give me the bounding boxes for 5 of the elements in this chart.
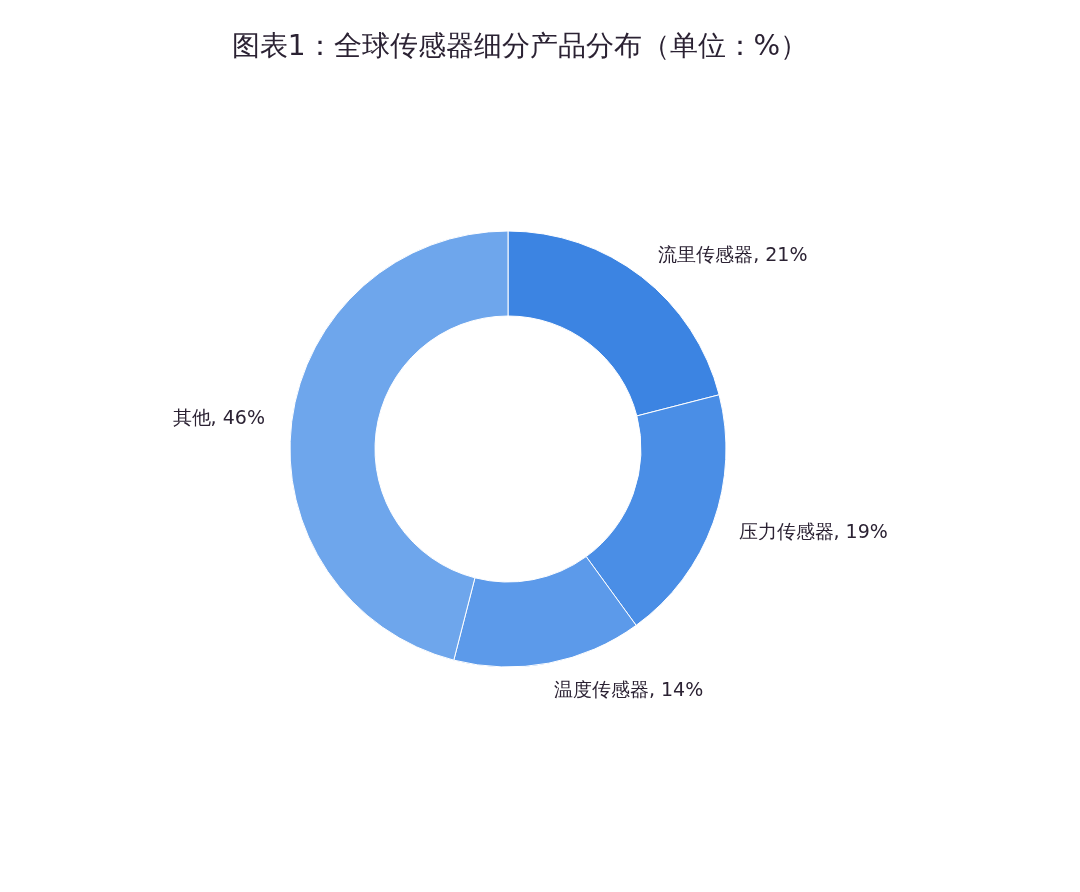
slice-label: 其他, 46%	[172, 406, 265, 429]
slice-label: 温度传感器, 14%	[553, 677, 704, 700]
slice-label: 流里传感器, 21%	[658, 243, 808, 266]
chart-title: 图表1：全球传感器细分产品分布（单位：%）	[231, 29, 809, 62]
slice-label: 压力传感器, 19%	[738, 519, 888, 542]
